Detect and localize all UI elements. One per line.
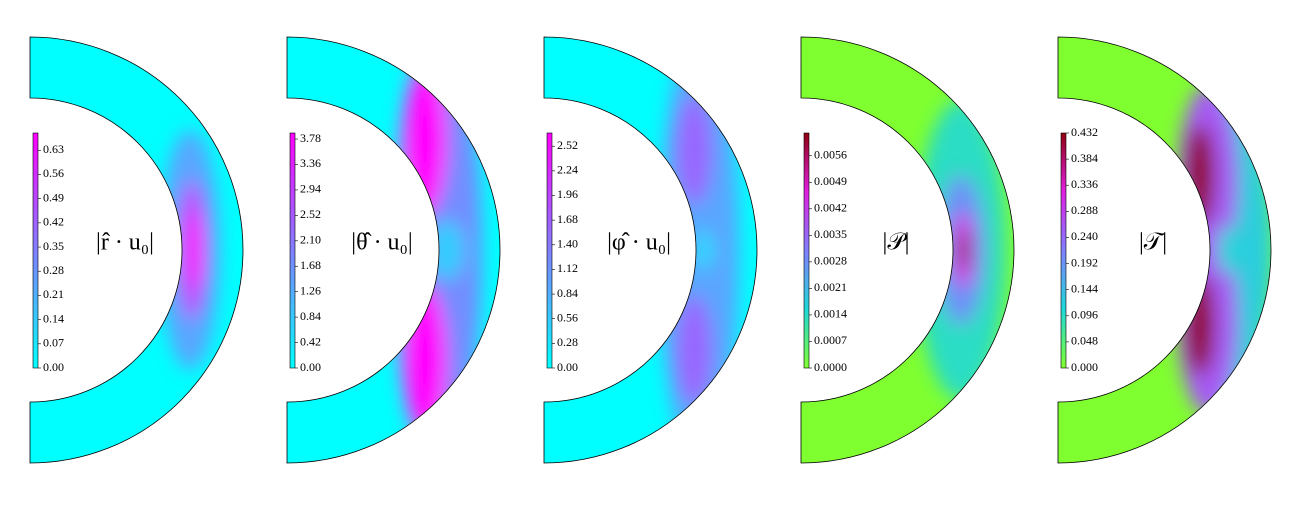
shading-blur	[659, 37, 739, 463]
tick-label: 2.10	[300, 233, 321, 247]
tick-label: 1.68	[300, 258, 321, 272]
tick-label: 0.0007	[814, 333, 847, 347]
tick-label: 0.0028	[814, 254, 847, 268]
field-spot	[676, 295, 712, 405]
tick-label: 0.0014	[814, 307, 847, 321]
tick-label: 0.28	[557, 335, 578, 349]
field-outline	[29, 36, 244, 464]
shading-blur	[1173, 85, 1271, 415]
tick-label: 0.288	[1071, 203, 1098, 217]
panel: 0.0000 0.0007 0.0014 0.0021 0.0028 0.0035 0.00…	[800, 36, 1015, 464]
tick-label: 2.52	[300, 207, 321, 221]
tick-label: 0.336	[1071, 177, 1098, 191]
tick-label: 1.12	[557, 261, 578, 275]
panel: 0.000 0.048 0.096 0.144 0.192 0.240 0.288 0.336…	[1057, 36, 1272, 464]
shading-blur	[160, 130, 220, 370]
field-outline	[1057, 36, 1272, 464]
tick-label: 3.36	[300, 156, 321, 170]
tick-label: 0.42	[43, 215, 64, 229]
panel-label: |𝒯|	[1139, 230, 1167, 256]
colorbar	[32, 132, 39, 369]
tick-label: 0.28	[43, 263, 64, 277]
tick-label: 0.096	[1071, 308, 1098, 322]
panel-label: |θ̂ · u₀|	[351, 230, 412, 256]
field-spot	[187, 210, 203, 290]
field-spot	[694, 230, 714, 270]
tick-label: 2.24	[557, 163, 578, 177]
tick-label: 0.56	[43, 166, 64, 180]
field-outline	[543, 36, 758, 464]
tick-label: 0.0021	[814, 280, 847, 294]
colorbar	[1060, 132, 1067, 369]
tick-label: 0.240	[1071, 229, 1098, 243]
tick-label: 1.40	[557, 237, 578, 251]
field-spot	[676, 95, 712, 205]
tick-label: 0.0056	[814, 147, 847, 161]
tick-label: 0.35	[43, 239, 64, 253]
field-shading	[160, 130, 220, 370]
tick-label: 2.94	[300, 182, 321, 196]
field-shading	[916, 100, 1006, 400]
field-spot	[429, 220, 465, 280]
field-outline	[800, 36, 1015, 464]
tick-label: 0.000	[1071, 360, 1098, 374]
tick-label: 0.21	[43, 287, 64, 301]
shading-blur	[916, 100, 1006, 400]
tick-label: 1.68	[557, 212, 578, 226]
tick-label: 0.00	[300, 360, 321, 374]
tick-label: 3.78	[300, 131, 321, 145]
tick-label: 0.0000	[814, 360, 847, 374]
tick-label: 0.63	[43, 142, 64, 156]
colorbar	[546, 132, 553, 369]
tick-label: 0.144	[1071, 281, 1098, 295]
panel: 0.00 0.07 0.14 0.21 0.28 0.35 0.42 0.49 0.56 0.63…	[29, 36, 244, 464]
tick-label: 0.84	[300, 309, 321, 323]
tick-label: 0.56	[557, 310, 578, 324]
tick-label: 0.07	[43, 336, 64, 350]
tick-label: 0.00	[43, 360, 64, 374]
field-spot	[959, 230, 969, 270]
tick-label: 0.432	[1071, 125, 1098, 139]
tick-label: 0.192	[1071, 255, 1098, 269]
colorbar	[289, 132, 296, 369]
panel-label: |𝒫|	[883, 230, 910, 256]
tick-label: 2.52	[557, 138, 578, 152]
tick-label: 0.42	[300, 334, 321, 348]
tick-label: 0.0042	[814, 201, 847, 215]
panel: 0.00 0.42 0.84 1.26 1.68 2.10 2.52 2.94 3.36 3.78…	[286, 36, 501, 464]
tick-label: 0.00	[557, 360, 578, 374]
panel-label: |r̂ · u₀|	[96, 230, 154, 256]
tick-label: 0.14	[43, 311, 64, 325]
field-shading	[659, 37, 739, 463]
panel: 0.00 0.28 0.56 0.84 1.12 1.40 1.68 1.96 2.24 2.52…	[543, 36, 758, 464]
tick-label: 0.048	[1071, 334, 1098, 348]
tick-label: 0.384	[1071, 151, 1098, 165]
tick-label: 0.0035	[814, 227, 847, 241]
tick-label: 1.96	[557, 187, 578, 201]
field-shading	[1173, 85, 1271, 415]
tick-label: 0.0049	[814, 174, 847, 188]
tick-label: 1.26	[300, 283, 321, 297]
field-outline	[286, 36, 501, 464]
tick-label: 0.49	[43, 190, 64, 204]
field-spot	[1218, 225, 1234, 275]
tick-label: 0.84	[557, 286, 578, 300]
colorbar	[803, 132, 810, 369]
panel-label: |φ̂ · u₀|	[607, 230, 671, 256]
